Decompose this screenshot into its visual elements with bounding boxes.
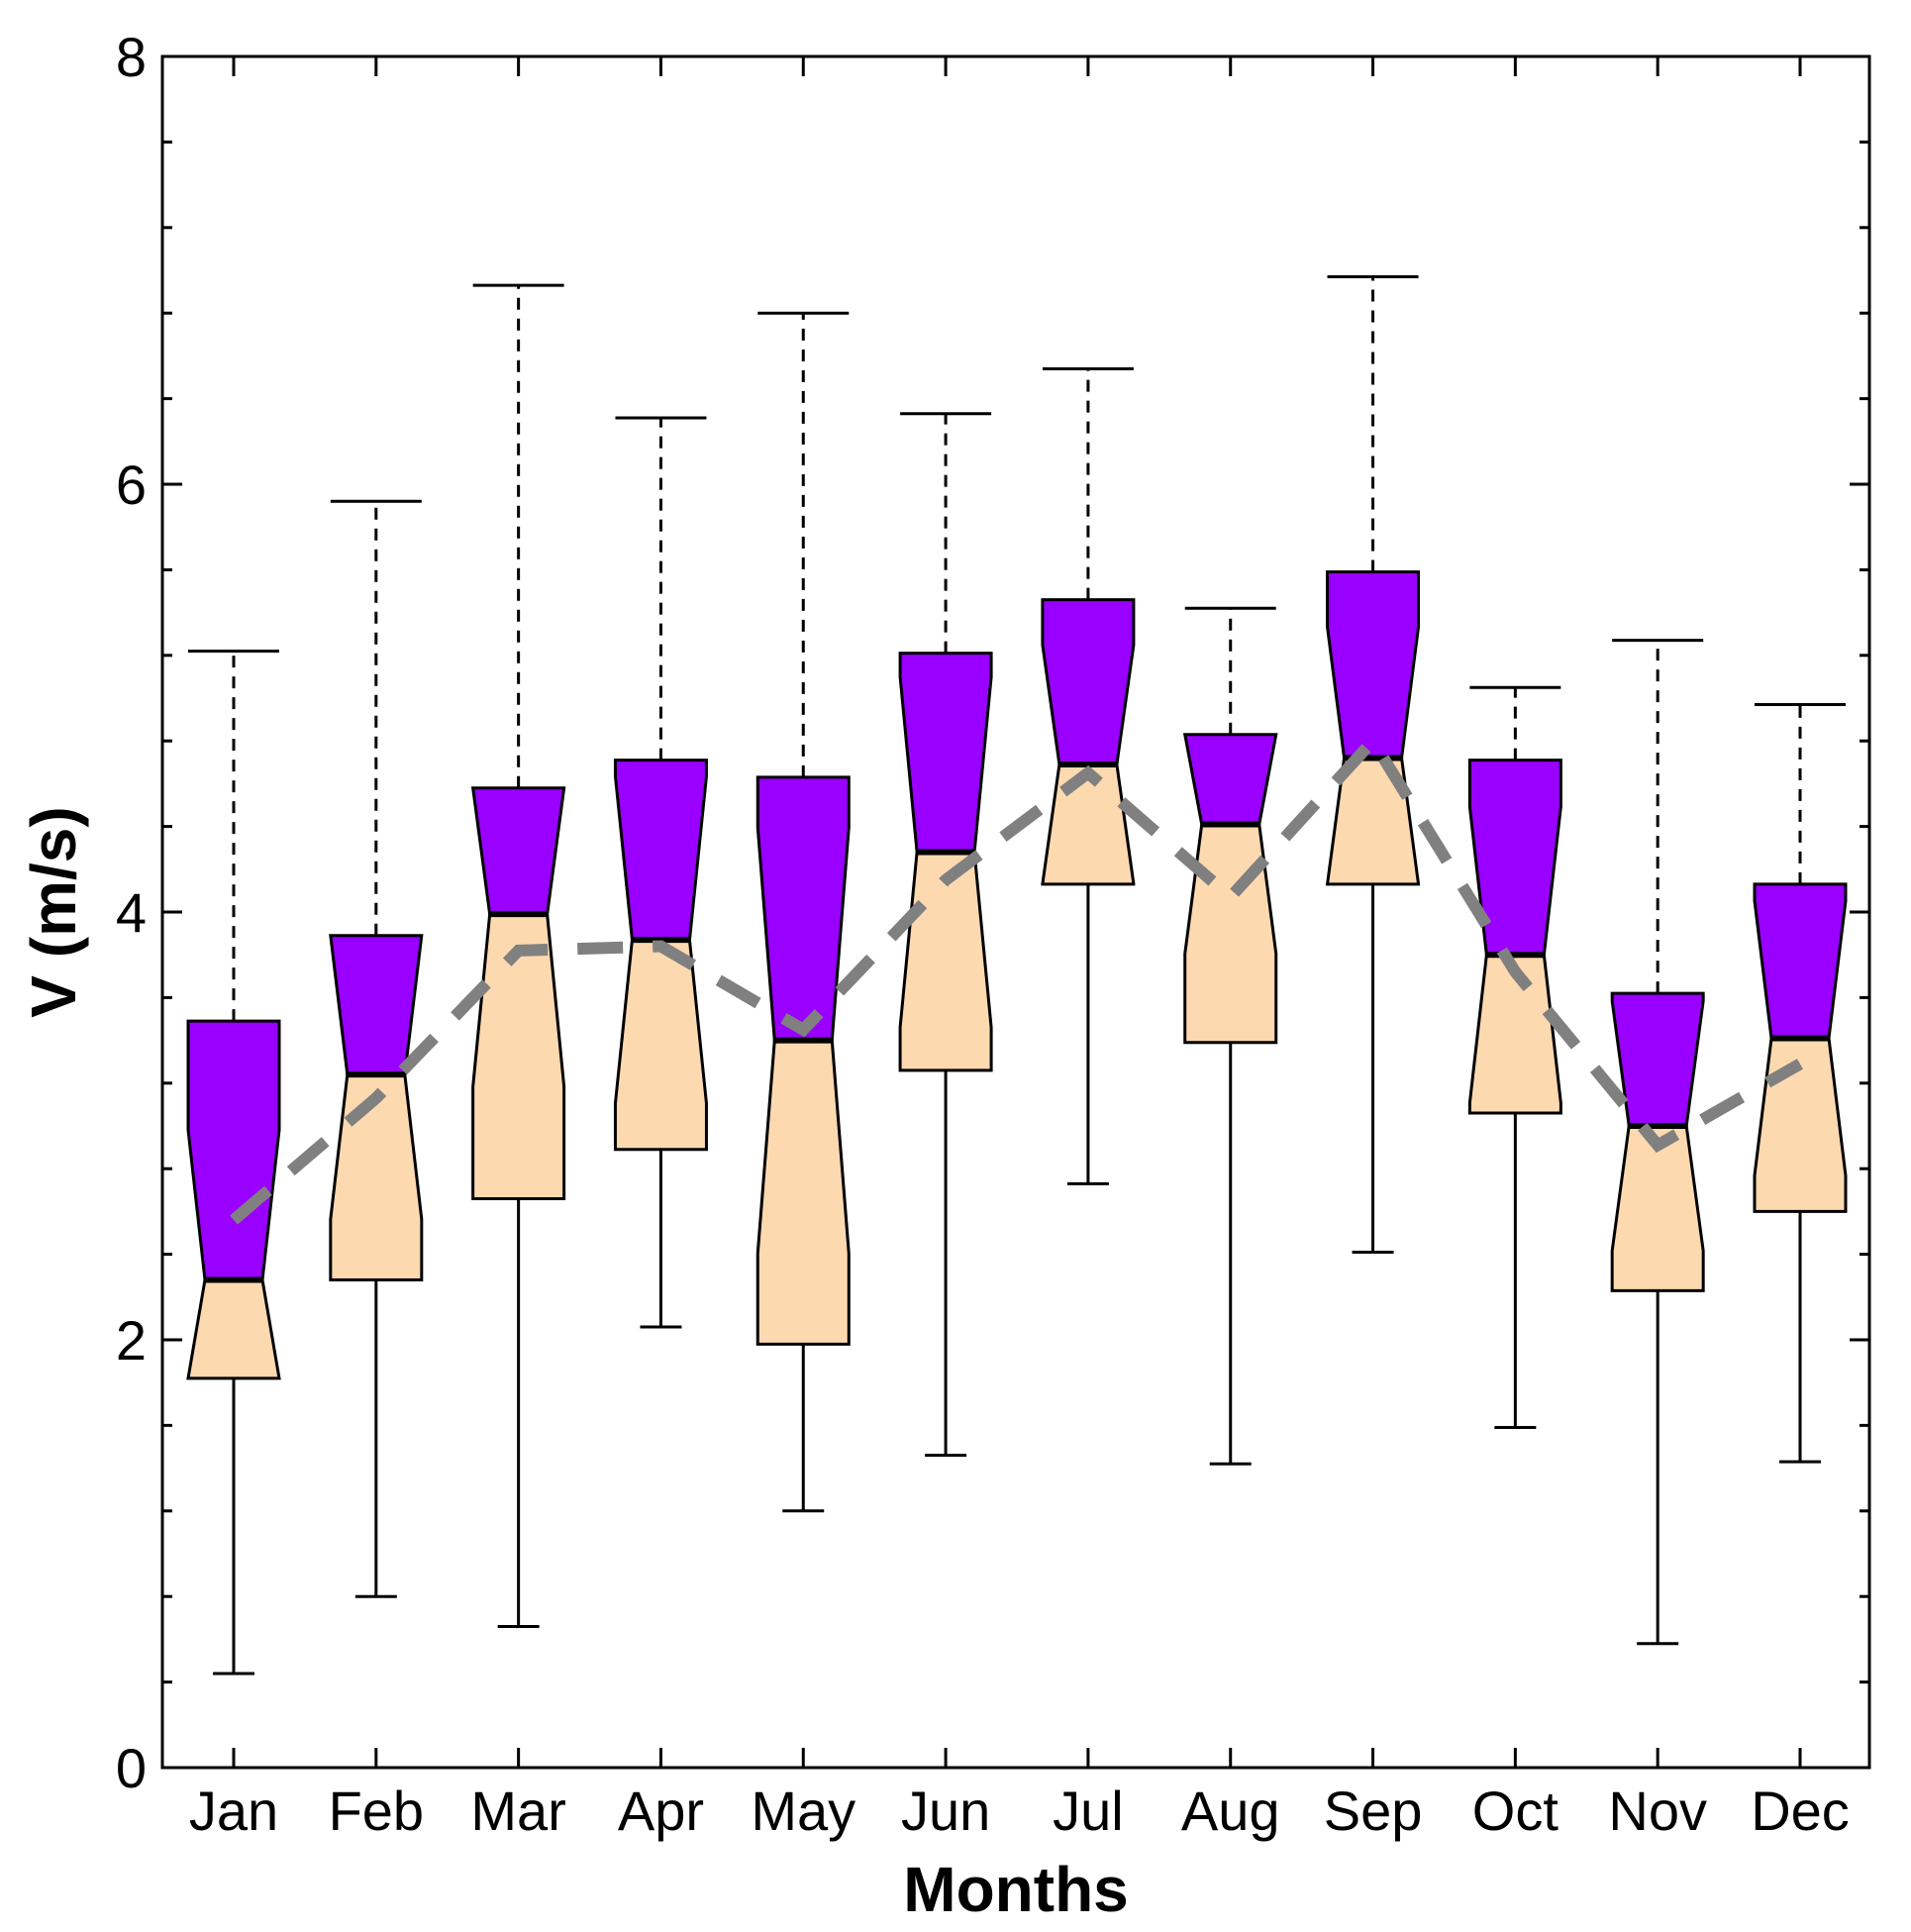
mean-dashed-line: [230, 731, 1803, 1225]
x-axis-title: Months: [903, 1854, 1129, 1925]
whiskers-layer: [188, 274, 1846, 1676]
plot-frame: [160, 54, 1871, 1770]
box-upper-half-sep: [1326, 570, 1421, 760]
y-axis-title: V (m/s): [18, 806, 89, 1017]
y-tick-label-4: 4: [116, 881, 147, 944]
box-upper-half-nov: [1610, 991, 1705, 1128]
x-tick-label-mar: Mar: [470, 1779, 565, 1842]
x-tick-label-aug: Aug: [1181, 1779, 1280, 1842]
x-tick-label-feb: Feb: [329, 1779, 425, 1842]
box-upper-half-dec: [1753, 882, 1848, 1040]
box-upper-half-may: [755, 775, 851, 1043]
x-tick-label-jan: Jan: [189, 1779, 278, 1842]
mean-line-layer: [230, 731, 1803, 1225]
y-tick-label-8: 8: [116, 26, 147, 88]
x-tick-label-jun: Jun: [901, 1779, 990, 1842]
x-tick-label-sep: Sep: [1324, 1779, 1423, 1842]
ticks-layer: [162, 54, 1869, 1770]
box-upper-half-apr: [613, 759, 708, 942]
box-upper-half-jul: [1041, 598, 1136, 766]
x-tick-label-dec: Dec: [1751, 1779, 1850, 1842]
tick-labels-layer: Jan Feb Mar Apr May Jun Jul Aug Sep Oct Nov Dec 0 2 4 6…: [116, 26, 1850, 1842]
box-upper-half-jun: [898, 652, 993, 855]
boxes-layer: [186, 570, 1848, 1380]
box-lower-half-may: [755, 1039, 851, 1346]
x-tick-label-apr: Apr: [618, 1779, 704, 1842]
box-lower-half-apr: [613, 938, 708, 1152]
box-upper-half-aug: [1182, 733, 1278, 826]
x-tick-label-oct: Oct: [1472, 1779, 1559, 1842]
box-upper-half-mar: [470, 786, 566, 916]
y-tick-label-2: 2: [116, 1309, 147, 1372]
box-upper-half-feb: [329, 934, 424, 1076]
box-upper-half-jan: [186, 1019, 281, 1282]
x-tick-label-nov: Nov: [1608, 1779, 1707, 1842]
y-tick-label-6: 6: [116, 454, 147, 516]
y-tick-label-0: 0: [116, 1737, 147, 1799]
box-lower-half-jan: [186, 1278, 281, 1380]
x-tick-label-may: May: [751, 1779, 855, 1842]
box-lower-half-jul: [1041, 763, 1136, 886]
x-tick-label-jul: Jul: [1053, 1779, 1124, 1842]
